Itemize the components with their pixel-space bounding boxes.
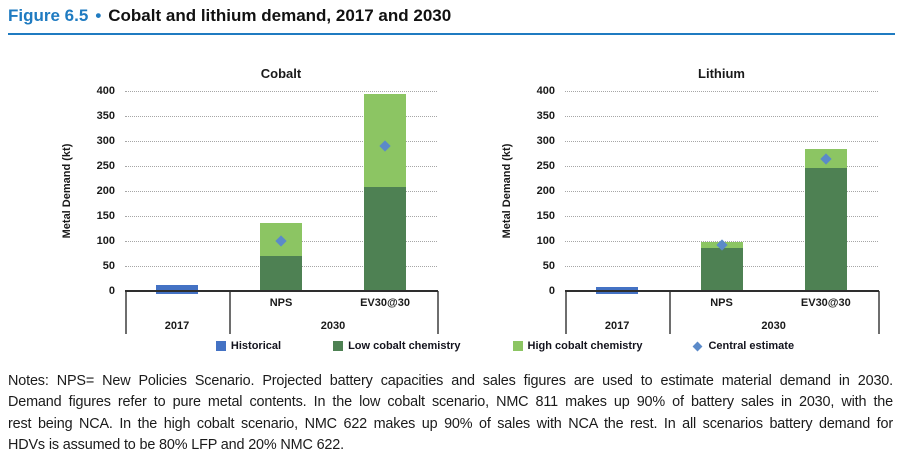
- category-label: NPS: [269, 297, 293, 309]
- category-divider: [878, 291, 880, 334]
- notes-line: rest being NCA. In the high cobalt scena…: [8, 415, 893, 432]
- x-axis-line: [125, 290, 438, 292]
- bullet-separator: •: [95, 6, 102, 25]
- bar-segment-low-cobalt-chemistry: [804, 168, 847, 291]
- group-label: 2017: [604, 320, 630, 332]
- legend-square-icon: [512, 341, 523, 351]
- gridline: [125, 141, 437, 142]
- y-axis-label: Metal Demand (kt): [61, 143, 73, 239]
- figure-number: Figure 6.5: [8, 6, 89, 25]
- bar-segment-low-cobalt-chemistry: [260, 256, 302, 291]
- gridline: [125, 91, 437, 92]
- y-tick-label: 300: [96, 135, 115, 147]
- y-tick-label: 100: [536, 235, 555, 247]
- y-axis-label: Metal Demand (kt): [501, 143, 513, 239]
- gridline: [125, 216, 437, 217]
- group-label: 2017: [164, 320, 190, 332]
- y-tick-label: 250: [96, 160, 115, 172]
- legend-item-low-cobalt-chemistry: Low cobalt chemistry: [333, 340, 461, 352]
- bar-segment-historical: [156, 285, 198, 294]
- x-axis-line: [565, 290, 879, 292]
- gridline: [565, 116, 878, 117]
- y-tick-label: 400: [536, 85, 555, 97]
- category-divider: [565, 291, 567, 334]
- bar-segment-low-cobalt-chemistry: [700, 248, 743, 291]
- y-tick-label: 100: [96, 235, 115, 247]
- y-tick-label: 0: [108, 285, 115, 297]
- y-tick-label: 50: [542, 260, 555, 272]
- category-divider: [125, 291, 127, 334]
- figure-title: Cobalt and lithium demand, 2017 and 2030: [108, 6, 452, 25]
- category-divider: [669, 291, 671, 334]
- bar-segment-low-cobalt-chemistry: [364, 187, 406, 291]
- gridline: [125, 166, 437, 167]
- y-tick-label: 400: [96, 85, 115, 97]
- notes-line: Notes: NPS= New Policies Scenario. Proje…: [8, 373, 893, 389]
- y-tick-label: 350: [96, 110, 115, 122]
- legend-diamond-icon: [693, 341, 703, 351]
- y-tick-label: 300: [536, 135, 555, 147]
- category-divider: [437, 291, 439, 334]
- y-tick-label: 200: [96, 185, 115, 197]
- y-tick-label: 0: [548, 285, 555, 297]
- gridline: [565, 191, 878, 192]
- category-label: NPS: [710, 297, 733, 309]
- chart-legend: Historical Low cobalt chemistry High cobal…: [115, 340, 895, 352]
- category-divider: [229, 291, 231, 334]
- y-tick-label: 50: [102, 260, 115, 272]
- legend-label: Historical: [230, 340, 282, 352]
- category-label: EV30@30: [360, 297, 410, 309]
- legend-square-icon: [333, 341, 344, 351]
- legend-label: Central estimate: [708, 340, 795, 352]
- bar-segment-high-cobalt-chemistry: [364, 93, 406, 187]
- gridline: [565, 166, 878, 167]
- notes-line: HDVs is assumed to be 80% LFP and 20% NM…: [8, 437, 344, 454]
- gridline: [125, 116, 437, 117]
- legend-square-icon: [215, 341, 226, 351]
- y-tick-label: 150: [536, 210, 555, 222]
- header-rule: [8, 33, 895, 35]
- gridline: [565, 216, 878, 217]
- y-tick-label: 200: [536, 185, 555, 197]
- y-tick-label: 350: [536, 110, 555, 122]
- chart-title: Lithium: [698, 66, 745, 81]
- gridline: [565, 141, 878, 142]
- figure-header: Figure 6.5 • Cobalt and lithium demand, 20…: [8, 6, 451, 26]
- y-tick-label: 250: [536, 160, 555, 172]
- chart-title: Cobalt: [260, 66, 302, 81]
- y-tick-label: 150: [96, 210, 115, 222]
- legend-label: Low cobalt chemistry: [348, 340, 461, 352]
- gridline: [125, 191, 437, 192]
- legend-label: High cobalt chemistry: [527, 340, 643, 352]
- legend-item-historical: Historical: [215, 340, 282, 352]
- notes-paragraph: Notes: NPS= New Policies Scenario. Proje…: [8, 371, 893, 457]
- gridline: [565, 91, 878, 92]
- category-label: EV30@30: [800, 297, 851, 309]
- group-label: 2030: [320, 320, 346, 332]
- notes-line: Demand figures refer to pure metal conte…: [8, 394, 893, 411]
- group-label: 2030: [761, 320, 786, 332]
- legend-item-high-cobalt-chemistry: High cobalt chemistry: [512, 340, 643, 352]
- legend-item-central-estimate: Central estimate: [693, 340, 795, 352]
